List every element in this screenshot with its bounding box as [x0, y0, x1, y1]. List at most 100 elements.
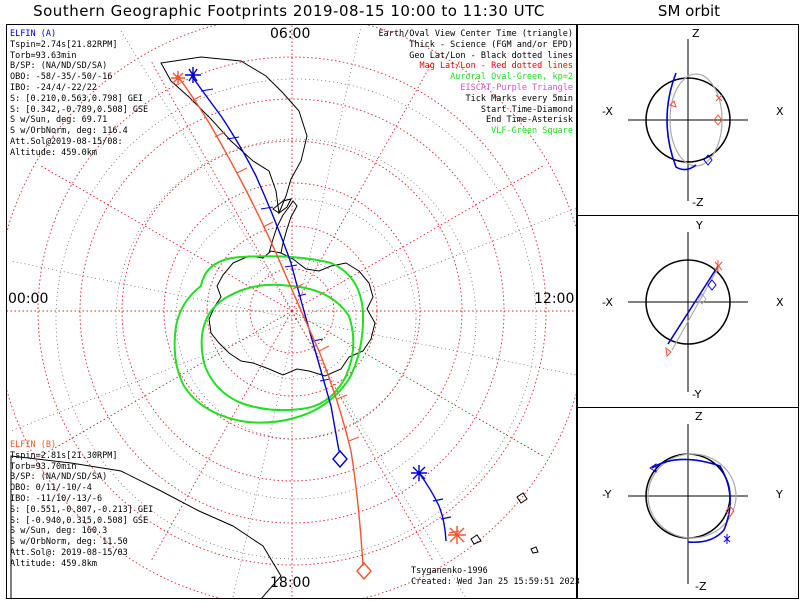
elfin-a-end-asterisk [185, 67, 201, 83]
orbit-triangle [665, 346, 672, 358]
elfin-b-line: Tspin=2.81s[21.30RPM] [10, 450, 118, 461]
elfin-a-orbit [651, 458, 731, 544]
legend-item: Thick - Science (FGM and/or EPD) [409, 39, 573, 50]
elfin-a-line: Tspin=2.74s[21.82RPM] [10, 39, 118, 50]
elfin-a-line: OBO: -58/-35/-50/-16 [10, 72, 113, 83]
axis-up-label: Z [695, 410, 703, 423]
elfin-a-line: B/SP: (NA/ND/SD/SA) [10, 61, 108, 72]
elfin-b-line: Altitude: 459.8km [10, 558, 97, 569]
elfin-b-orbit-asterisk [715, 94, 723, 102]
elfin-b-line: IBO: -11/10/-13/-6 [10, 493, 103, 504]
sm-orbit-xy-panel: Y -Y -X X [577, 215, 799, 408]
antarctic-peninsula-outline [268, 200, 298, 254]
elfin-a-second-start-asterisk [411, 465, 427, 481]
elfin-a-line: S w/Sun, deg: 69.71 [10, 115, 108, 126]
axis-down-label: -Y [692, 388, 702, 401]
elfin-a-line: S: [0.342,-0.789,0.508] GSE [10, 104, 149, 115]
continent-outlines [10, 56, 539, 598]
legend-item: Geo Lat/Lon - Black dotted lines [409, 50, 573, 61]
elfin-a-orbit-diamond [703, 154, 713, 166]
created-timestamp: Created: Wed Jan 25 15:59:51 2023 [411, 576, 580, 587]
mlt-label-left: 00:00 [8, 291, 49, 307]
axis-down-label: -Z [692, 196, 704, 209]
axis-left-label: -Y [602, 488, 612, 501]
elfin-a-line: IBO: -24/4/-22/22 [10, 82, 97, 93]
sm-orbit-xz-panel: Z -Z -X X [577, 24, 799, 216]
elfin-b-tick-red [448, 530, 460, 534]
auroral-oval-inner [200, 283, 355, 412]
mlt-label-top: 06:00 [270, 26, 311, 42]
sm-orbit-xy-plot [628, 232, 748, 392]
elfin-a-orbit-asterisk [723, 534, 731, 544]
elfin-a-track [190, 74, 340, 452]
tierra-del-fuego-outline [272, 198, 292, 214]
legend-item: EISCAT-Purple Triangle [460, 82, 573, 93]
elfin-b-line: Att.Sol@: 2019-08-15/03 [10, 547, 128, 558]
elfin-a-line: Att.Sol@2019-08-15/08: [10, 136, 123, 147]
elfin-b-orbit-diamond [725, 505, 735, 517]
elfin-b-second-asterisk [448, 526, 466, 544]
earth-circle [645, 77, 731, 163]
elfin-b-start-diamond [356, 561, 372, 581]
axis-down-label: -Z [695, 580, 707, 593]
elfin-b-line: S w/OrbNorm, deg: 11.50 [10, 537, 128, 548]
sm-orbit-title: SM orbit [657, 2, 721, 20]
elfin-b-info: ELFIN (B) Tspin=2.81s[21.30RPM] Torb=93.… [10, 440, 153, 570]
elfin-a-line: S w/OrbNorm, deg: 116.4 [10, 126, 128, 137]
elfin-a-info: ELFIN (A) Tspin=2.74s[21.82RPM] Torb=93.… [10, 29, 148, 159]
orbit-diamond [697, 293, 707, 305]
elfin-b-line: OBO: 0/11/-10/-4 [10, 483, 92, 494]
elfin-b-name: ELFIN (B) [10, 440, 57, 450]
elfin-b-tick-marks [190, 95, 360, 442]
elfin-a-line: S: [0.210,0.563,0.798] GEI [10, 93, 144, 104]
legend-item: Auroral Oval-Green, kp=2 [450, 72, 573, 83]
legend-item: Earth/Oval View Center Time (triangle) [378, 29, 573, 39]
elfin-b-end-asterisk [171, 71, 185, 85]
elfin-b-orbit-diamond [713, 114, 723, 126]
elfin-a-name: ELFIN (A) [10, 29, 57, 39]
elfin-a-orbit [666, 72, 697, 171]
footprint-map-panel: 06:00 00:00 12:00 18:00 [6, 24, 577, 599]
elfin-b-orbit [647, 453, 737, 539]
island-outline [530, 546, 539, 554]
antarctica-outline [208, 250, 376, 377]
mlt-label-bottom: 18:00 [270, 575, 311, 591]
elfin-b-line: S: [-0.940,0.315,0.508] GSE [10, 515, 149, 526]
elfin-b-line: S: [0.551,-0.807,-0.213] GEI [10, 504, 154, 515]
axis-up-label: Y [696, 219, 703, 232]
africa-outline [10, 455, 282, 598]
elfin-a-line: Torb=93.63min [10, 50, 77, 61]
elfin-a-second-track [418, 472, 447, 542]
elfin-b-orbit-asterisk [714, 260, 723, 272]
legend-item: VLF-Green Square [491, 126, 573, 137]
elfin-b-line: Torb=93.70min [10, 461, 77, 472]
elfin-a-tick-marks [200, 88, 331, 382]
orbit-triangle [649, 463, 657, 473]
elfin-b-track [176, 74, 364, 567]
model-name: Tsyganenko-1996 [411, 566, 488, 576]
sm-orbit-xz-plot [628, 39, 748, 201]
earth-circle [645, 259, 731, 345]
elfin-b-footprint [171, 71, 466, 581]
auroral-oval-outer [173, 255, 365, 424]
mag-longitude-grid [7, 25, 576, 598]
elfin-a-start-diamond [332, 449, 348, 469]
geo-latitude-grid [55, 78, 537, 560]
elfin-a-line: Altitude: 459.0km [10, 147, 97, 158]
legend-item: Tick Marks every 5min [465, 93, 573, 104]
legend-item: Mag Lat/Lon - Red dotted lines [419, 61, 573, 72]
footprint-map [7, 25, 576, 598]
axis-left-label: -X [602, 105, 613, 118]
auroral-oval [173, 255, 365, 424]
sm-orbit-yz-plot [628, 424, 748, 584]
elfin-b-line: S w/Sun, deg: 160.3 [10, 526, 108, 537]
axis-up-label: Z [692, 27, 700, 40]
axis-right-label: Y [776, 488, 783, 501]
mlt-label-right: 12:00 [534, 291, 575, 307]
sm-orbit-yz-panel: Z -Z -Y Y [577, 407, 799, 599]
legend: Earth/Oval View Center Time (triangle) T… [379, 29, 573, 137]
legend-item: Start Time-Diamond [480, 104, 573, 115]
axis-left-label: -X [602, 296, 613, 309]
south-america-outline [160, 56, 308, 215]
elfin-a-orbit-asterisk [707, 279, 717, 291]
